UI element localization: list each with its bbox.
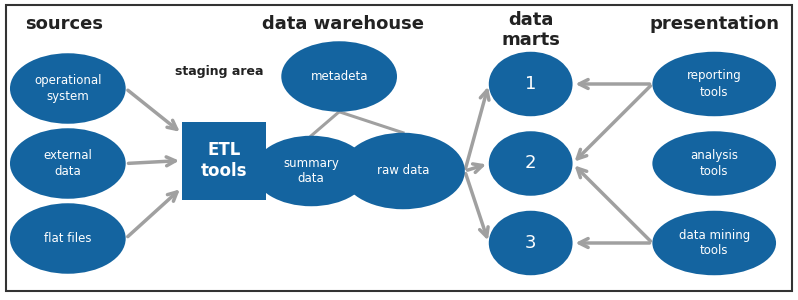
Ellipse shape [488, 52, 573, 116]
Text: data warehouse: data warehouse [262, 15, 425, 33]
Ellipse shape [254, 136, 369, 206]
Ellipse shape [653, 131, 776, 196]
Text: sources: sources [25, 15, 103, 33]
Text: reporting
tools: reporting tools [687, 70, 741, 98]
Ellipse shape [653, 211, 776, 275]
Text: 1: 1 [525, 75, 536, 93]
Ellipse shape [341, 133, 464, 209]
Ellipse shape [10, 53, 126, 124]
Text: summary
data: summary data [283, 157, 339, 185]
Text: flat files: flat files [44, 232, 92, 245]
Text: data mining
tools: data mining tools [678, 229, 750, 257]
FancyBboxPatch shape [182, 122, 266, 200]
Ellipse shape [281, 41, 397, 112]
Text: raw data: raw data [377, 164, 429, 178]
Text: operational
system: operational system [34, 74, 101, 103]
Ellipse shape [10, 128, 126, 199]
Text: presentation: presentation [650, 15, 779, 33]
Text: staging area: staging area [176, 65, 263, 79]
Ellipse shape [653, 52, 776, 116]
Text: 3: 3 [525, 234, 536, 252]
Ellipse shape [488, 131, 573, 196]
Text: external
data: external data [43, 149, 93, 178]
Ellipse shape [10, 203, 126, 274]
Text: 2: 2 [525, 154, 536, 172]
Text: metadeta: metadeta [310, 70, 368, 83]
Ellipse shape [488, 211, 573, 275]
Text: data
marts: data marts [501, 11, 560, 50]
Text: ETL
tools: ETL tools [200, 141, 247, 180]
Text: analysis
tools: analysis tools [690, 149, 738, 178]
